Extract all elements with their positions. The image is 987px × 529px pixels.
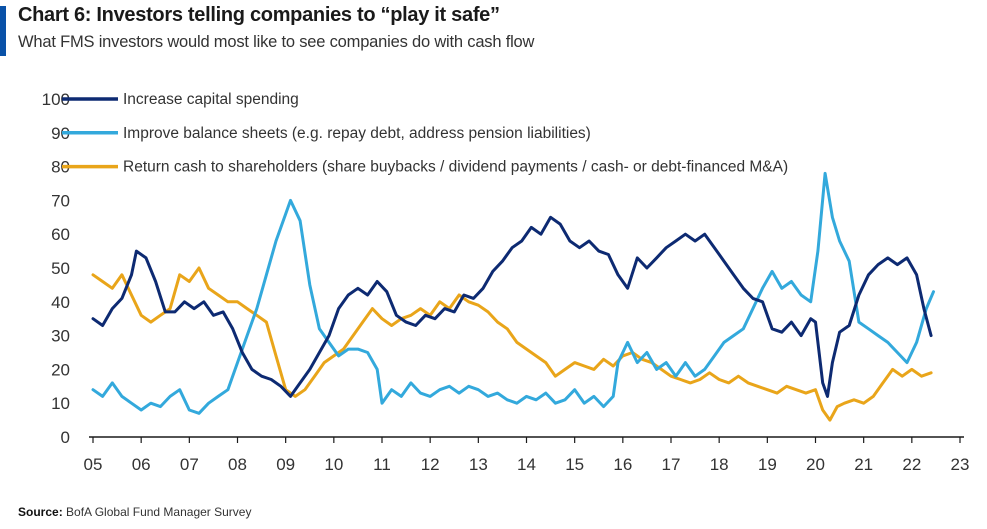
x-tick-label: 10 bbox=[324, 455, 343, 474]
axes: 0 10 20 30 40 50 60 70 80 90 100 05 06 07 08 09 10 11 12 13… bbox=[42, 90, 970, 474]
y-tick-label: 40 bbox=[51, 293, 70, 312]
x-tick-label: 07 bbox=[180, 455, 199, 474]
x-tick-label: 18 bbox=[710, 455, 729, 474]
x-tick-label: 19 bbox=[758, 455, 777, 474]
x-tick-label: 15 bbox=[565, 455, 584, 474]
x-tick-label: 11 bbox=[373, 455, 391, 474]
legend-label-2: Improve balance sheets (e.g. repay debt,… bbox=[123, 125, 591, 142]
source-note: Source: BofA Global Fund Manager Survey bbox=[18, 505, 252, 519]
series-line-3 bbox=[91, 266, 933, 422]
x-tick-label: 22 bbox=[902, 455, 921, 474]
y-tick-label: 90 bbox=[51, 124, 70, 143]
y-tick-label: 0 bbox=[61, 428, 70, 447]
series-line-2 bbox=[91, 171, 935, 415]
x-tick-label: 06 bbox=[132, 455, 151, 474]
source-text: BofA Global Fund Manager Survey bbox=[66, 505, 252, 519]
legend: Increase capital spending Improve balance… bbox=[62, 91, 788, 176]
x-tick-label: 20 bbox=[806, 455, 825, 474]
x-tick-label: 17 bbox=[662, 455, 681, 474]
x-tick-label: 21 bbox=[854, 455, 873, 474]
x-tick-label: 14 bbox=[517, 455, 536, 474]
series-line-1 bbox=[91, 215, 933, 398]
y-tick-label: 100 bbox=[42, 90, 70, 109]
source-label: Source bbox=[18, 505, 59, 519]
y-tick-label: 20 bbox=[51, 360, 70, 379]
y-tick-label: 10 bbox=[51, 394, 70, 413]
y-tick-label: 30 bbox=[51, 327, 70, 346]
y-tick-label: 70 bbox=[51, 191, 70, 210]
line-chart: 0 10 20 30 40 50 60 70 80 90 100 05 06 07 08 09 10 11 12 13… bbox=[42, 90, 970, 474]
x-tick-label: 16 bbox=[613, 455, 632, 474]
x-tick-label: 08 bbox=[228, 455, 247, 474]
y-tick-label: 50 bbox=[51, 259, 70, 278]
x-tick-label: 13 bbox=[469, 455, 488, 474]
x-tick-label: 09 bbox=[276, 455, 295, 474]
chart-title: Chart 6: Investors telling companies to … bbox=[18, 4, 500, 26]
legend-label-3: Return cash to shareholders (share buyba… bbox=[123, 159, 788, 176]
x-tick-label: 12 bbox=[421, 455, 440, 474]
x-tick-label: 23 bbox=[951, 455, 970, 474]
series-layer bbox=[91, 171, 935, 422]
y-tick-label: 60 bbox=[51, 225, 70, 244]
x-tick-label: 05 bbox=[84, 455, 103, 474]
accent-bar bbox=[0, 6, 6, 56]
legend-label-1: Increase capital spending bbox=[123, 91, 299, 108]
chart-subtitle: What FMS investors would most like to se… bbox=[18, 33, 535, 51]
y-tick-label: 80 bbox=[51, 158, 70, 177]
